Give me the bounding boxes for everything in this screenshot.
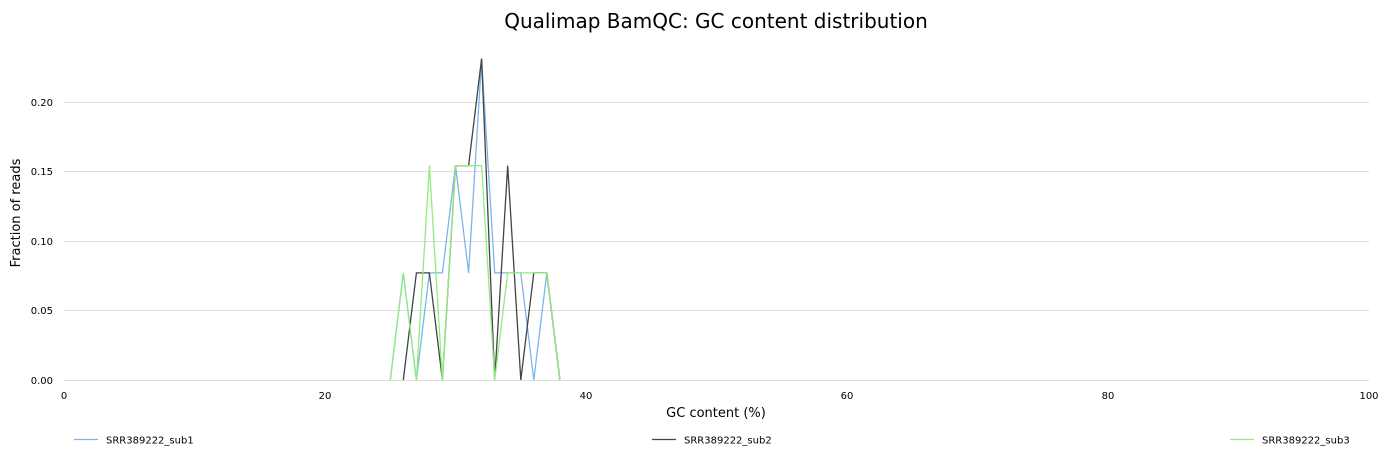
series-lines <box>389 58 561 381</box>
x-tick-label: 60 <box>841 391 854 402</box>
legend-label: SRR389222_sub1 <box>106 436 194 447</box>
legend-item-3[interactable]: SRR389222_sub3 <box>1230 436 1350 447</box>
series-line-3[interactable] <box>389 165 561 381</box>
y-tick-label: 0.05 <box>31 306 53 317</box>
legend-item-1[interactable]: SRR389222_sub1 <box>74 436 194 447</box>
y-tick-label: 0.15 <box>31 167 53 178</box>
x-tick-label: 40 <box>580 391 593 402</box>
x-tick-label: 80 <box>1102 391 1115 402</box>
y-axis-label: Fraction of reads <box>9 158 24 267</box>
gridlines <box>64 102 1369 381</box>
y-tick-label: 0.10 <box>31 237 53 248</box>
x-axis-ticks: 0 20 40 60 80 100 <box>61 391 1379 402</box>
legend-label: SRR389222_sub3 <box>1262 436 1350 447</box>
y-tick-label: 0.20 <box>31 98 53 109</box>
legend-item-2[interactable]: SRR389222_sub2 <box>652 436 772 447</box>
y-axis-ticks: 0.00 0.05 0.10 0.15 0.20 <box>31 98 53 387</box>
x-axis-label: GC content (%) <box>666 406 766 421</box>
chart-title: Qualimap BamQC: GC content distribution <box>504 9 928 33</box>
legend: SRR389222_sub1 SRR389222_sub2 SRR389222_su… <box>74 436 1350 447</box>
y-tick-label: 0.00 <box>31 376 53 387</box>
x-tick-label: 100 <box>1359 391 1378 402</box>
legend-label: SRR389222_sub2 <box>684 436 772 447</box>
x-tick-label: 0 <box>61 391 67 402</box>
x-tick-label: 20 <box>319 391 332 402</box>
